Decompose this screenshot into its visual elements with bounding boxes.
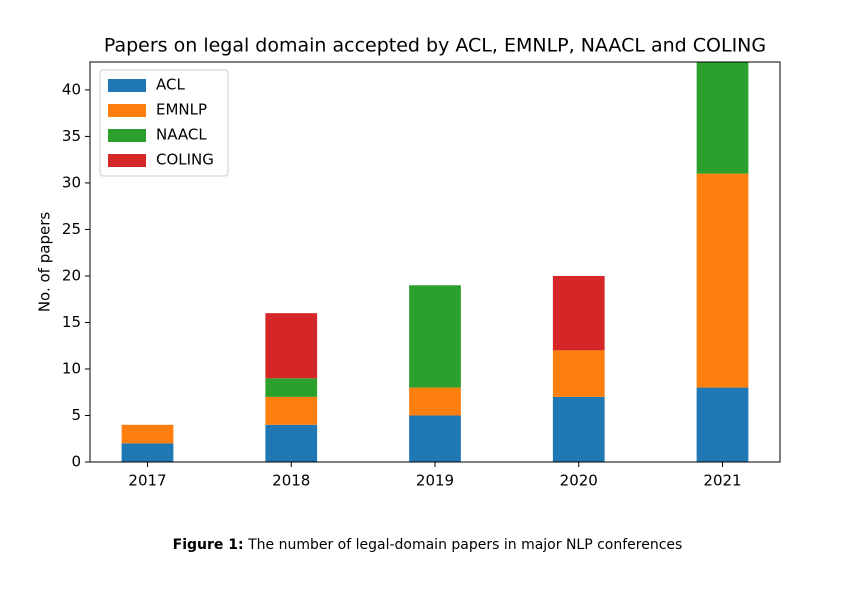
bar-segment [265,378,318,397]
y-tick-label: 5 [71,406,81,424]
x-tick-label: 2019 [416,472,454,490]
chart-title: Papers on legal domain accepted by ACL, … [104,35,766,57]
y-tick-label: 25 [62,220,81,238]
x-tick-label: 2018 [272,472,310,490]
y-tick-label: 40 [62,80,81,98]
bar-segment [409,285,461,388]
bars [121,62,749,462]
bar-segment [409,415,461,462]
bar-segment [552,275,605,351]
legend-box [99,69,229,177]
caption: Figure 1: The number of legal-domain pap… [0,537,855,553]
bar-segment [121,443,174,462]
caption-label: Figure 1: [172,537,244,553]
y-tick-label: 20 [62,266,81,284]
caption-text: The number of legal-domain papers in maj… [248,537,683,553]
y-axis-label: No. of papers [36,212,54,313]
legend-swatch [108,154,146,167]
bar-segment [121,424,174,444]
legend-label: NAACL [156,126,207,144]
bar-segment [552,350,605,397]
legend-swatch [108,79,146,92]
bar-segment [265,424,318,462]
legend-label: EMNLP [156,101,207,119]
y-tick-label: 35 [62,127,81,145]
bar-segment [265,396,318,425]
y-tick-label: 15 [62,313,81,331]
y-tick-label: 0 [71,453,81,471]
bar-segment [696,387,749,462]
legend-swatch [108,129,146,142]
x-tick-label: 2020 [560,472,598,490]
bar-segment [696,62,749,174]
x-tick-label: 2017 [128,472,166,490]
legend-swatch [108,104,146,117]
bar-segment [265,313,318,379]
legend-label: COLING [156,151,214,169]
x-tick-label: 2021 [703,472,741,490]
chart: Papers on legal domain accepted by ACL, … [36,35,781,490]
y-tick-label: 30 [62,173,81,191]
legend-label: ACL [156,76,185,94]
y-tick-label: 10 [62,359,81,377]
bar-segment [696,173,749,388]
bar-segment [552,396,605,462]
bar-segment [409,387,461,416]
